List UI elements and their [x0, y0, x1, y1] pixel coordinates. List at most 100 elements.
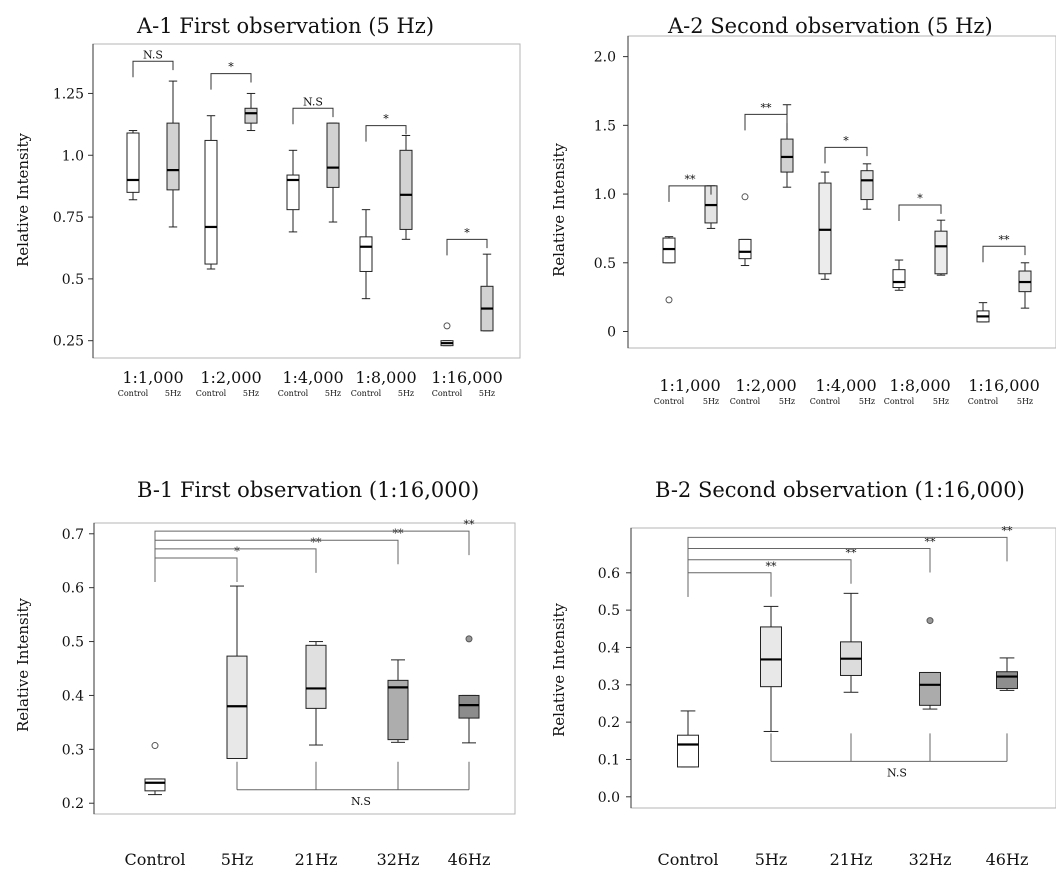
comparison-bracket — [154, 539, 399, 583]
x-category-label: 21Hz — [295, 850, 338, 869]
x-sublabel: 5Hz — [325, 389, 341, 398]
y-tick-label: 0.4 — [598, 640, 620, 656]
x-sublabel: 5Hz — [703, 397, 719, 406]
x-sublabel: 5Hz — [243, 389, 259, 398]
box — [286, 174, 300, 211]
y-axis-label: Relative Intensity — [550, 602, 568, 737]
comparison-label: ** — [925, 536, 937, 549]
x-sublabel: 5Hz — [165, 389, 181, 398]
box — [677, 734, 699, 768]
plot-frame — [627, 35, 1056, 349]
x-sublabel: 5Hz — [479, 389, 495, 398]
significance-label: * — [464, 226, 470, 239]
significance-label: * — [917, 192, 923, 205]
y-tick-label: 1.0 — [594, 187, 616, 203]
panel-b1: B-1 First observation (1:16,000) 0.2 0.3 0… — [0, 420, 528, 869]
significance-bracket — [744, 113, 788, 131]
significance-bracket — [898, 204, 942, 222]
box — [760, 626, 782, 688]
y-tick-label: 0.25 — [53, 334, 84, 350]
box — [244, 107, 258, 124]
significance-bracket — [446, 238, 488, 256]
comparison-label: ** — [1002, 524, 1014, 537]
x-group-label: 1:16,000 — [968, 376, 1040, 395]
x-category-label: 5Hz — [755, 850, 788, 869]
comparison-bracket — [154, 530, 470, 583]
chart-svg-b1: 0.2 0.3 0.4 0.5 0.6 0.7 Relative Intensity Cont… — [14, 518, 516, 869]
x-sublabel: 5Hz — [933, 397, 949, 406]
significance-label: N.S — [143, 48, 163, 61]
significance-bracket — [365, 125, 407, 142]
x-sublabel: 5Hz — [1017, 397, 1033, 406]
x-group-label: 1:4,000 — [815, 376, 876, 395]
ns-label: N.S — [351, 795, 371, 808]
significance-bracket — [982, 245, 1026, 263]
chart-svg-b2: 0.0 0.1 0.2 0.3 0.4 0.5 0.6 Relative Intensity C… — [550, 524, 1056, 869]
y-axis-label: Relative Intensity — [14, 132, 32, 267]
significance-bracket — [132, 60, 174, 78]
box — [326, 122, 340, 188]
chart-svg-a1: 0.25 0.5 0.75 1.0 1.25 Relative Intensity 1:1,… — [14, 43, 521, 398]
x-category-label: 21Hz — [830, 850, 873, 869]
x-sublabel: Control — [654, 397, 685, 406]
comparison-label: ** — [846, 547, 858, 560]
box — [892, 269, 906, 289]
y-tick-label: 0.6 — [62, 581, 84, 597]
y-tick-label: 0.3 — [62, 742, 84, 758]
comparison-bracket — [687, 572, 772, 597]
x-group-label: 1:8,000 — [355, 368, 416, 387]
comparison-label: ** — [393, 527, 405, 540]
chart-title: B-1 First observation (1:16,000) — [137, 478, 480, 502]
x-group-label: 1:1,000 — [122, 368, 183, 387]
x-sublabel: Control — [196, 389, 227, 398]
y-tick-label: 0.6 — [598, 566, 620, 582]
plot-frame — [93, 522, 516, 815]
box — [458, 694, 480, 719]
y-tick-label: 0.2 — [598, 715, 620, 731]
box — [126, 132, 140, 193]
plot-frame — [92, 43, 521, 359]
x-group-label: 1:2,000 — [200, 368, 261, 387]
box — [860, 170, 874, 201]
x-group-label: 1:8,000 — [889, 376, 950, 395]
x-category-label: Control — [657, 850, 718, 869]
chart-title: A-1 First observation (5 Hz) — [137, 14, 435, 38]
comparison-bracket — [687, 536, 1008, 597]
significance-label: N.S — [303, 95, 323, 108]
x-sublabel: Control — [730, 397, 761, 406]
y-tick-label: 0.4 — [62, 688, 84, 704]
chart-title: A-2 Second observation (5 Hz) — [668, 14, 993, 38]
x-group-label: 1:4,000 — [282, 368, 343, 387]
box — [166, 122, 180, 191]
y-axis-label: Relative Intensity — [14, 597, 32, 732]
y-tick-label: 0.5 — [594, 256, 616, 272]
x-sublabel: 5Hz — [398, 389, 414, 398]
x-sublabel: Control — [118, 389, 149, 398]
significance-bracket — [668, 185, 712, 202]
box — [399, 149, 413, 230]
y-tick-label: 1.25 — [53, 86, 84, 102]
panel-a2: A-2 Second observation (5 Hz) 0 0.5 1.0 1.5… — [528, 0, 1056, 420]
y-axis-label: Relative Intensity — [550, 142, 568, 277]
y-tick-label: 0.2 — [62, 796, 84, 812]
comparison-label: * — [234, 545, 240, 558]
y-tick-label: 0.5 — [598, 603, 620, 619]
y-tick-label: 0.0 — [598, 790, 620, 806]
y-tick-label: 0.3 — [598, 678, 620, 694]
panel-a1: A-1 First observation (5 Hz) 0.25 0.5 0.75… — [0, 0, 528, 420]
x-sublabel: Control — [432, 389, 463, 398]
y-tick-label: 0.5 — [62, 635, 84, 651]
y-tick-label: 2.0 — [594, 50, 616, 66]
comparison-label: ** — [311, 536, 323, 549]
box — [204, 139, 218, 265]
comparison-label: ** — [766, 560, 778, 573]
x-sublabel: Control — [351, 389, 382, 398]
x-category-label: 46Hz — [986, 850, 1029, 869]
box — [934, 230, 948, 275]
box — [387, 679, 409, 741]
x-category-label: Control — [124, 850, 185, 869]
significance-label: ** — [685, 173, 697, 186]
x-sublabel: Control — [968, 397, 999, 406]
box — [144, 778, 166, 792]
x-category-label: 32Hz — [377, 850, 420, 869]
